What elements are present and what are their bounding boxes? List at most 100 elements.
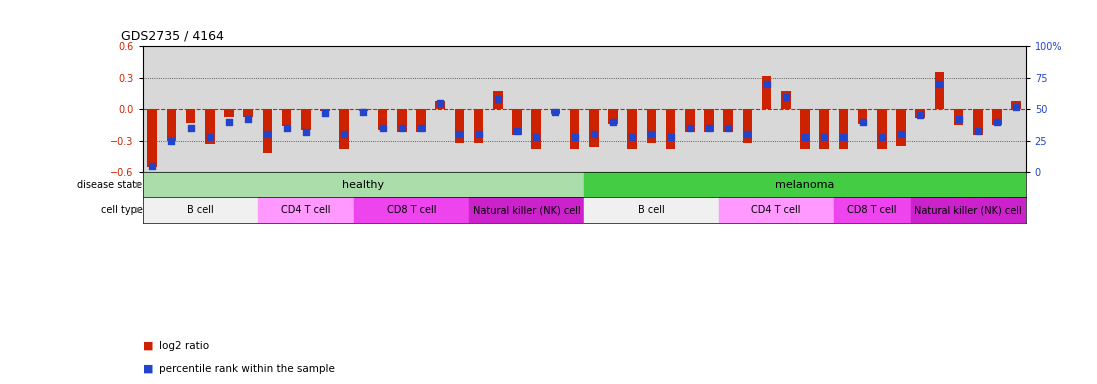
- Bar: [838, 109, 848, 149]
- Point: [278, 125, 295, 131]
- Point: [738, 131, 756, 137]
- Point: [489, 96, 507, 102]
- Point: [508, 127, 525, 134]
- Point: [681, 125, 699, 131]
- Point: [969, 127, 986, 134]
- Bar: [953, 109, 963, 125]
- Bar: [743, 109, 753, 143]
- Point: [431, 100, 449, 106]
- Bar: [704, 109, 714, 132]
- Point: [720, 125, 737, 131]
- Text: log2 ratio: log2 ratio: [159, 341, 210, 351]
- Point: [623, 134, 641, 140]
- Point: [643, 131, 660, 137]
- Point: [988, 119, 1006, 125]
- Bar: [781, 91, 791, 109]
- Point: [470, 131, 487, 137]
- Bar: [589, 109, 599, 147]
- Bar: [205, 109, 215, 144]
- Text: percentile rank within the sample: percentile rank within the sample: [159, 364, 335, 374]
- Bar: [143, 197, 258, 223]
- Text: CD8 T cell: CD8 T cell: [386, 205, 437, 215]
- Point: [546, 109, 564, 115]
- Point: [815, 134, 833, 140]
- Text: ■: ■: [143, 341, 157, 351]
- Point: [451, 131, 468, 137]
- Point: [835, 134, 852, 140]
- Bar: [493, 91, 502, 109]
- Bar: [608, 109, 618, 124]
- Bar: [377, 109, 387, 130]
- Bar: [973, 109, 983, 136]
- Bar: [512, 109, 522, 136]
- Point: [661, 134, 679, 140]
- Bar: [147, 109, 157, 167]
- Point: [758, 81, 776, 87]
- Bar: [353, 197, 470, 223]
- Point: [853, 119, 871, 125]
- Bar: [416, 109, 426, 132]
- Point: [374, 125, 392, 131]
- Point: [585, 131, 602, 137]
- Point: [892, 131, 909, 137]
- Bar: [474, 109, 484, 143]
- Bar: [627, 109, 637, 149]
- Text: CD4 T cell: CD4 T cell: [751, 205, 801, 215]
- Bar: [454, 109, 464, 143]
- Bar: [436, 101, 445, 109]
- Text: Natural killer (NK) cell: Natural killer (NK) cell: [473, 205, 580, 215]
- Point: [777, 93, 794, 99]
- Point: [930, 81, 948, 87]
- Bar: [584, 172, 1026, 197]
- Bar: [143, 172, 584, 197]
- Bar: [185, 109, 195, 123]
- Point: [1007, 104, 1025, 110]
- Point: [144, 163, 161, 169]
- Bar: [800, 109, 810, 149]
- Text: B cell: B cell: [638, 205, 665, 215]
- Bar: [935, 72, 945, 109]
- Bar: [244, 109, 253, 116]
- Bar: [301, 109, 310, 130]
- Point: [393, 125, 410, 131]
- Point: [336, 131, 353, 137]
- Bar: [723, 109, 733, 132]
- Point: [201, 134, 218, 140]
- Point: [316, 110, 333, 116]
- Text: melanoma: melanoma: [776, 180, 835, 190]
- Text: disease state: disease state: [78, 180, 143, 190]
- Point: [412, 125, 430, 131]
- Bar: [877, 109, 886, 149]
- Text: CD8 T cell: CD8 T cell: [847, 205, 897, 215]
- Bar: [359, 109, 369, 111]
- Point: [873, 134, 891, 140]
- Bar: [167, 109, 177, 141]
- Bar: [1011, 101, 1021, 109]
- Text: cell type: cell type: [101, 205, 143, 215]
- Point: [259, 131, 276, 137]
- Bar: [915, 109, 925, 118]
- Text: CD4 T cell: CD4 T cell: [281, 205, 330, 215]
- Point: [912, 113, 929, 119]
- Bar: [258, 197, 353, 223]
- Point: [182, 125, 200, 131]
- Bar: [896, 109, 906, 146]
- Bar: [911, 197, 1026, 223]
- Bar: [819, 109, 829, 149]
- Point: [354, 109, 372, 115]
- Point: [604, 119, 622, 125]
- Point: [220, 119, 238, 125]
- Point: [297, 129, 315, 135]
- Point: [239, 116, 257, 122]
- Point: [700, 125, 717, 131]
- Text: B cell: B cell: [186, 205, 214, 215]
- Bar: [584, 197, 719, 223]
- Point: [566, 134, 584, 140]
- Bar: [470, 197, 584, 223]
- Point: [528, 134, 545, 140]
- Bar: [858, 109, 868, 124]
- Bar: [761, 76, 771, 109]
- Text: GDS2735 / 4164: GDS2735 / 4164: [121, 29, 224, 42]
- Text: healthy: healthy: [342, 180, 384, 190]
- Bar: [569, 109, 579, 149]
